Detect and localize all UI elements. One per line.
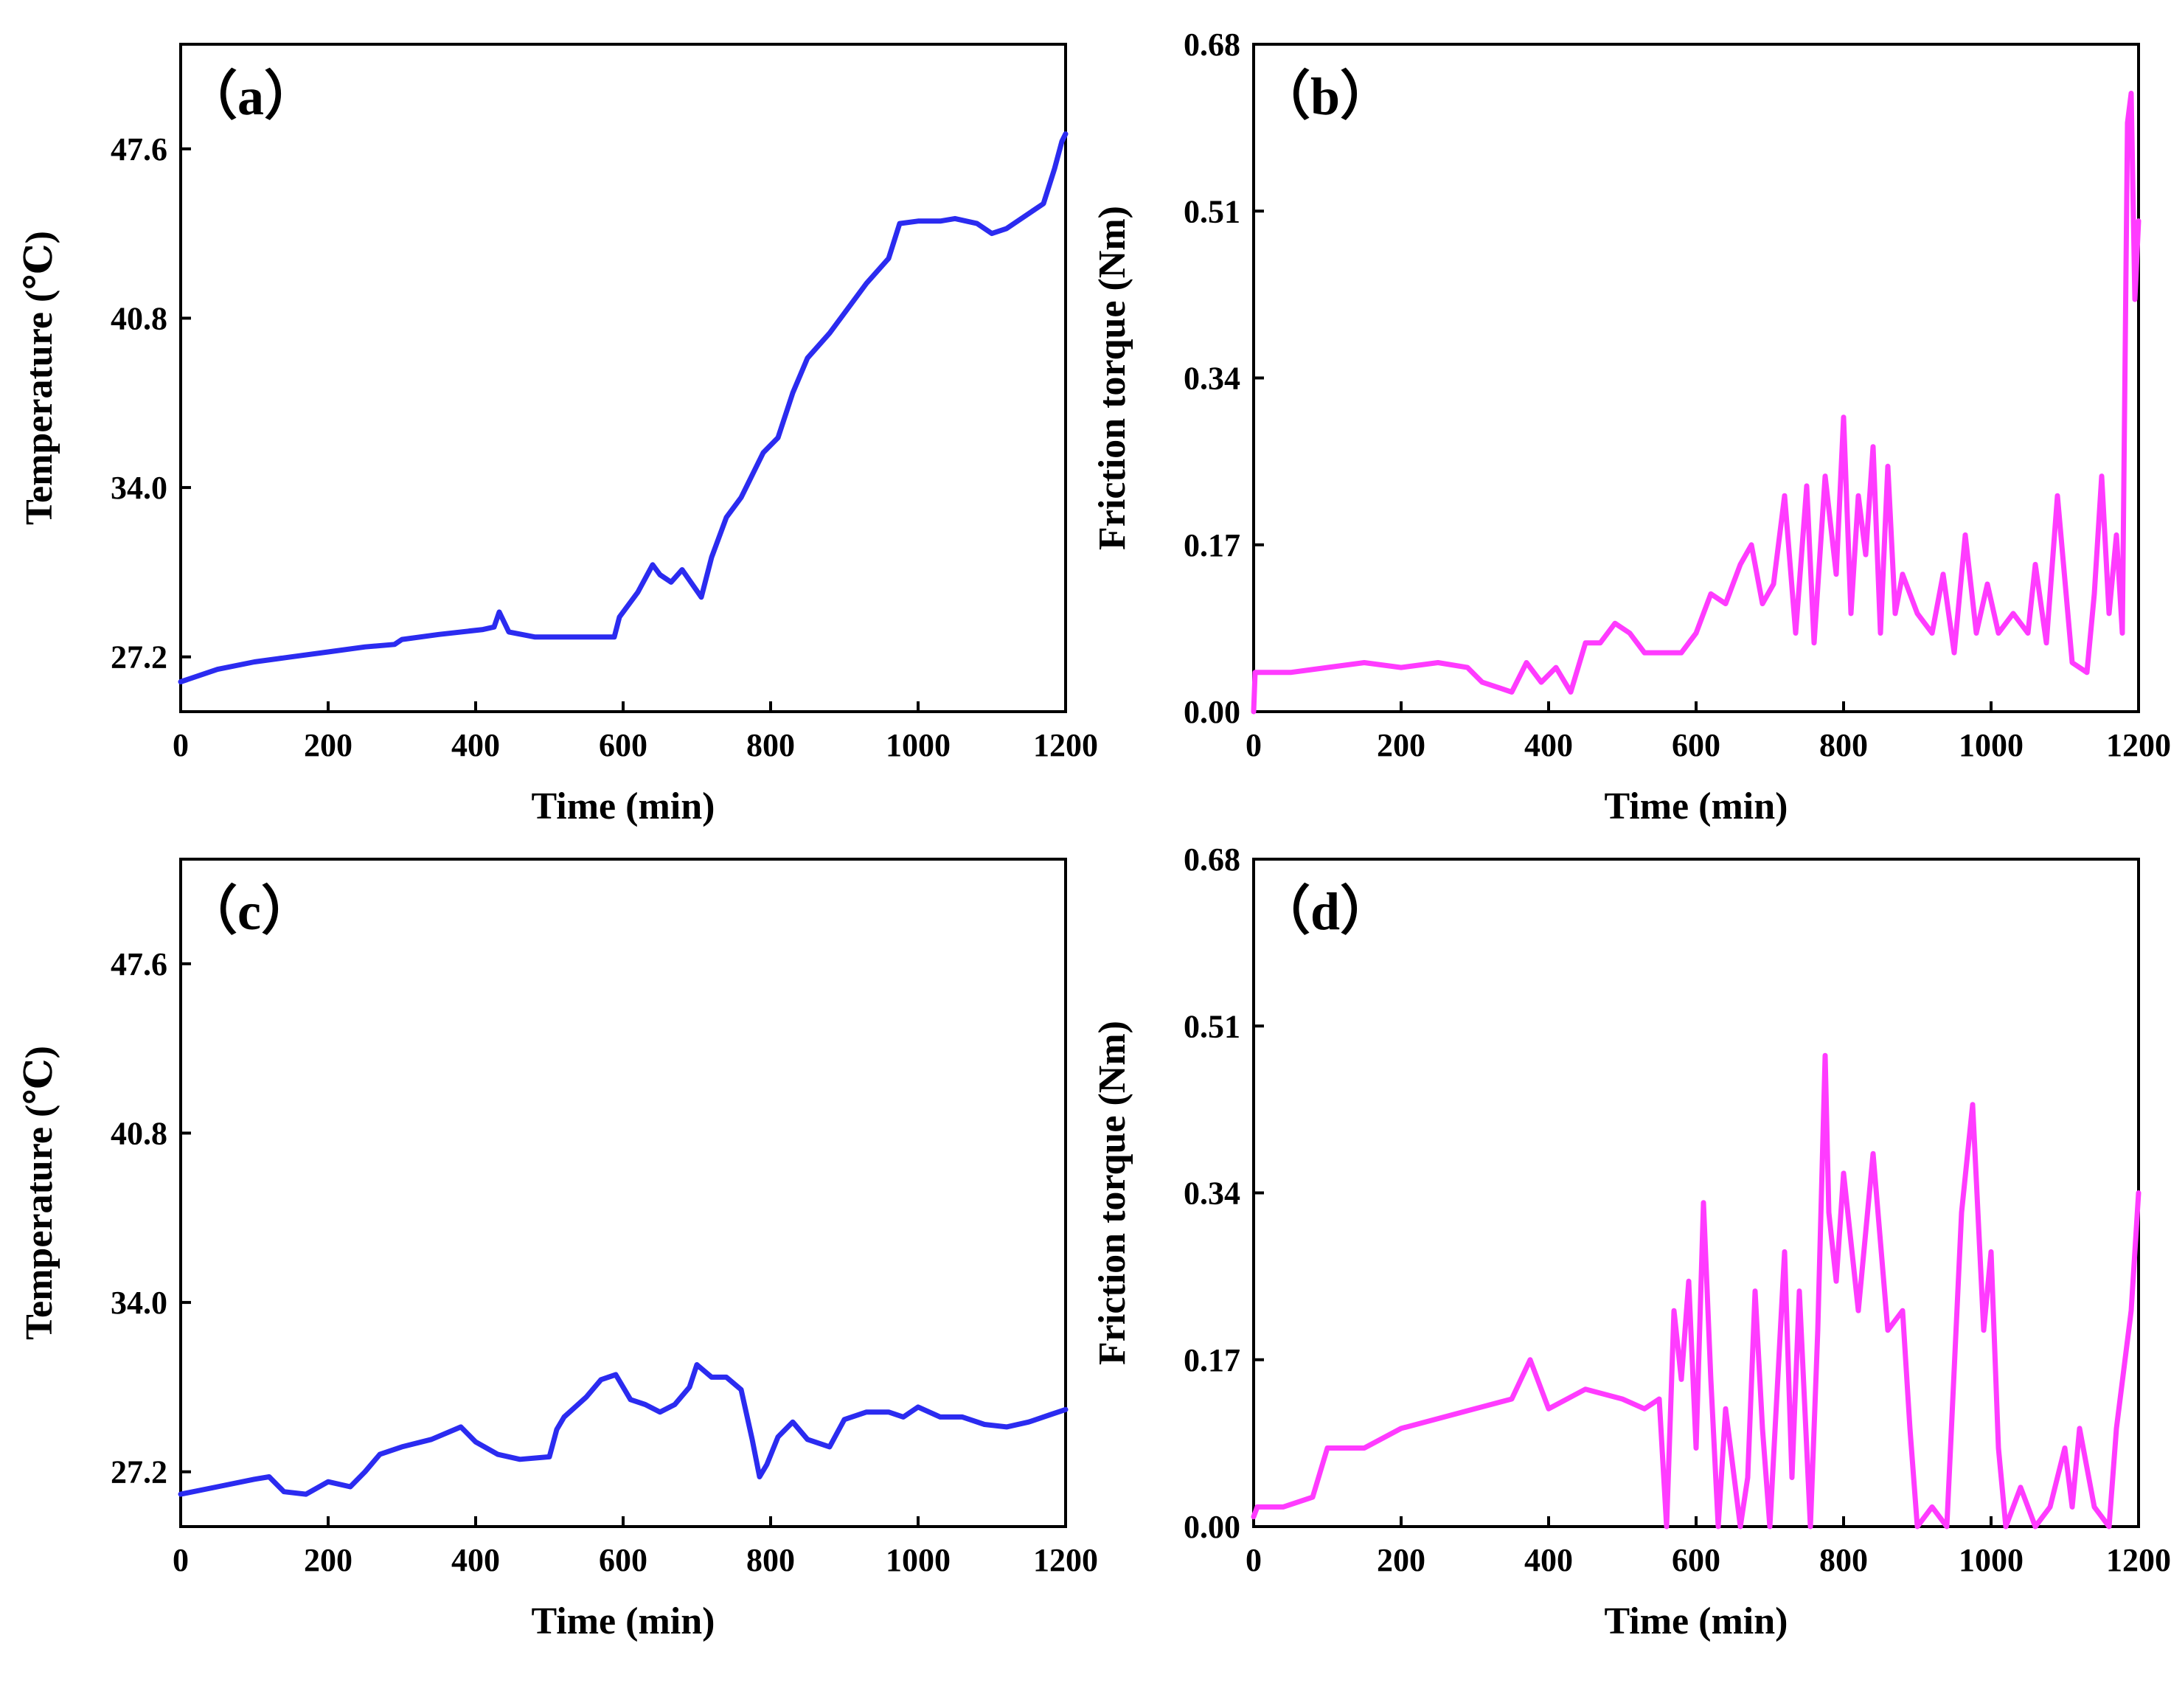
panel-label: （d） xyxy=(1257,882,1393,941)
x-axis-label: Time (min) xyxy=(1605,785,1788,827)
y-tick-label: 34.0 xyxy=(111,470,167,506)
x-tick-label: 400 xyxy=(1524,727,1573,763)
series-line-friction-torque xyxy=(1251,91,2142,715)
y-tick-label: 0.68 xyxy=(1184,841,1240,878)
x-tick-label: 800 xyxy=(1819,727,1868,763)
y-tick-label: 0.68 xyxy=(1184,27,1240,63)
y-tick-label: 0.51 xyxy=(1184,1008,1240,1044)
y-axis-label: Temperature (℃) xyxy=(18,1046,60,1340)
y-tick-label: 0.51 xyxy=(1184,193,1240,229)
y-tick-label: 47.6 xyxy=(111,131,167,167)
panel-label: （b） xyxy=(1257,67,1393,126)
x-tick-label: 600 xyxy=(599,1542,647,1578)
x-tick-label: 400 xyxy=(1524,1542,1573,1578)
x-tick-label: 0 xyxy=(1246,727,1262,763)
x-axis-label: Time (min) xyxy=(532,785,715,827)
y-tick-label: 40.8 xyxy=(111,300,167,336)
x-tick-label: 800 xyxy=(746,1542,795,1578)
x-tick-label: 1200 xyxy=(2106,727,2171,763)
x-tick-label: 200 xyxy=(1377,727,1425,763)
y-tick-label: 0.17 xyxy=(1184,527,1240,563)
x-tick-label: 1000 xyxy=(1959,1542,2024,1578)
y-axis-label: Temperature (℃) xyxy=(18,231,60,525)
chart-panel-c: 0 200 400 600 800 1000 1200 27.2 34.0 40.8 47.6 Tim… xyxy=(18,858,1098,1642)
chart-panel-a: 0 200 400 600 800 1000 1200 27.2 34.0 40.8 47.6 Tim… xyxy=(18,43,1098,827)
panel-label: （a） xyxy=(184,67,317,126)
x-tick-label: 1000 xyxy=(886,727,951,763)
series-line-temperature xyxy=(178,1362,1069,1497)
x-axis-label: Time (min) xyxy=(532,1600,715,1642)
x-tick-label: 1000 xyxy=(886,1542,951,1578)
x-tick-label: 600 xyxy=(1672,1542,1720,1578)
x-tick-label: 200 xyxy=(304,1542,352,1578)
y-tick-label: 0.17 xyxy=(1184,1342,1240,1378)
y-axis-label: Friction torque (Nm) xyxy=(1091,1021,1133,1365)
series-line-friction-torque xyxy=(1251,1052,2142,1530)
chart-panel-b: 0 200 400 600 800 1000 1200 0.00 0.17 0.34 0.51 0.6… xyxy=(1091,27,2171,827)
y-tick-label: 0.34 xyxy=(1184,361,1240,397)
series-line-temperature xyxy=(178,131,1069,684)
x-tick-label: 1200 xyxy=(2106,1542,2171,1578)
y-tick-label: 27.2 xyxy=(111,639,167,676)
panel-label: （c） xyxy=(184,882,314,941)
x-tick-label: 800 xyxy=(1819,1542,1868,1578)
x-tick-label: 0 xyxy=(173,1542,189,1578)
x-tick-label: 600 xyxy=(1672,727,1720,763)
x-tick-label: 1200 xyxy=(1033,1542,1098,1578)
x-tick-label: 0 xyxy=(173,727,189,763)
x-tick-label: 200 xyxy=(304,727,352,763)
chart-panel-d: 0 200 400 600 800 1000 1200 0.00 0.17 0.34 0.51 0.6… xyxy=(1091,841,2171,1642)
x-tick-label: 400 xyxy=(451,727,500,763)
y-tick-label: 0.00 xyxy=(1184,694,1240,730)
y-tick-label: 34.0 xyxy=(111,1285,167,1321)
y-tick-label: 40.8 xyxy=(111,1115,167,1151)
x-tick-label: 200 xyxy=(1377,1542,1425,1578)
y-axis-label: Friction torque (Nm) xyxy=(1091,206,1133,550)
y-tick-label: 47.6 xyxy=(111,946,167,982)
x-tick-label: 1000 xyxy=(1959,727,2024,763)
x-axis-label: Time (min) xyxy=(1605,1600,1788,1642)
y-tick-label: 0.00 xyxy=(1184,1509,1240,1545)
x-tick-label: 400 xyxy=(451,1542,500,1578)
x-tick-label: 0 xyxy=(1246,1542,1262,1578)
x-tick-label: 800 xyxy=(746,727,795,763)
y-tick-label: 0.34 xyxy=(1184,1176,1240,1212)
x-tick-label: 1200 xyxy=(1033,727,1098,763)
y-tick-label: 27.2 xyxy=(111,1454,167,1490)
x-tick-label: 600 xyxy=(599,727,647,763)
